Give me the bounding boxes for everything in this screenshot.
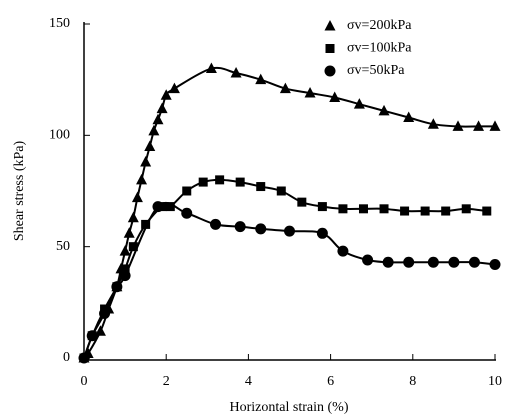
marker-square — [338, 204, 347, 213]
marker-triangle — [157, 103, 168, 114]
x-tick-label: 2 — [163, 374, 170, 389]
x-tick-label: 10 — [488, 374, 502, 389]
fit-line — [84, 68, 495, 358]
marker-square — [421, 207, 430, 216]
marker-triangle — [325, 20, 336, 31]
y-tick-label: 0 — [63, 350, 70, 365]
page: Horizontal strain (%) Shear stress (kPa)… — [0, 0, 507, 418]
marker-triangle — [136, 174, 147, 185]
marker-circle — [181, 208, 192, 219]
marker-square — [256, 182, 265, 191]
marker-circle — [210, 219, 221, 230]
marker-triangle — [128, 212, 139, 223]
marker-circle — [120, 270, 131, 281]
marker-square — [482, 207, 491, 216]
marker-circle — [490, 259, 501, 270]
marker-square — [297, 198, 306, 207]
legend-label: σv=100kPa — [347, 41, 412, 56]
marker-triangle — [132, 192, 143, 203]
marker-circle — [337, 246, 348, 257]
x-axis-label: Horizontal strain (%) — [230, 400, 349, 415]
marker-triangle — [144, 140, 155, 151]
marker-triangle — [169, 83, 180, 94]
marker-square — [441, 207, 450, 216]
y-axis-label: Shear stress (kPa) — [12, 141, 27, 242]
marker-circle — [403, 257, 414, 268]
marker-circle — [325, 66, 336, 77]
marker-triangle — [124, 227, 135, 238]
legend-label: σv=200kPa — [347, 18, 412, 33]
legend-label: σv=50kPa — [347, 63, 405, 78]
x-tick-label: 0 — [81, 374, 88, 389]
x-tick-label: 8 — [409, 374, 416, 389]
y-tick-label: 100 — [49, 128, 70, 143]
marker-circle — [111, 281, 122, 292]
marker-square — [326, 44, 335, 53]
marker-square — [380, 204, 389, 213]
marker-circle — [255, 223, 266, 234]
marker-circle — [428, 257, 439, 268]
marker-circle — [317, 228, 328, 239]
marker-triangle — [152, 114, 163, 125]
marker-circle — [383, 257, 394, 268]
chart: Horizontal strain (%) Shear stress (kPa)… — [0, 0, 507, 418]
marker-circle — [79, 353, 90, 364]
marker-circle — [362, 255, 373, 266]
marker-circle — [284, 226, 295, 237]
marker-circle — [99, 308, 110, 319]
marker-triangle — [140, 156, 151, 167]
marker-square — [462, 204, 471, 213]
marker-square — [199, 178, 208, 187]
marker-circle — [448, 257, 459, 268]
x-tick-label: 6 — [327, 374, 334, 389]
x-tick-label: 4 — [245, 374, 252, 389]
marker-square — [277, 187, 286, 196]
marker-circle — [87, 330, 98, 341]
marker-square — [400, 207, 409, 216]
marker-circle — [152, 201, 163, 212]
y-tick-label: 150 — [49, 16, 70, 31]
marker-square — [215, 175, 224, 184]
marker-circle — [469, 257, 480, 268]
marker-triangle — [148, 125, 159, 136]
marker-square — [182, 187, 191, 196]
marker-square — [236, 178, 245, 187]
y-tick-label: 50 — [56, 239, 70, 254]
marker-square — [359, 204, 368, 213]
marker-square — [318, 202, 327, 211]
marker-circle — [235, 221, 246, 232]
